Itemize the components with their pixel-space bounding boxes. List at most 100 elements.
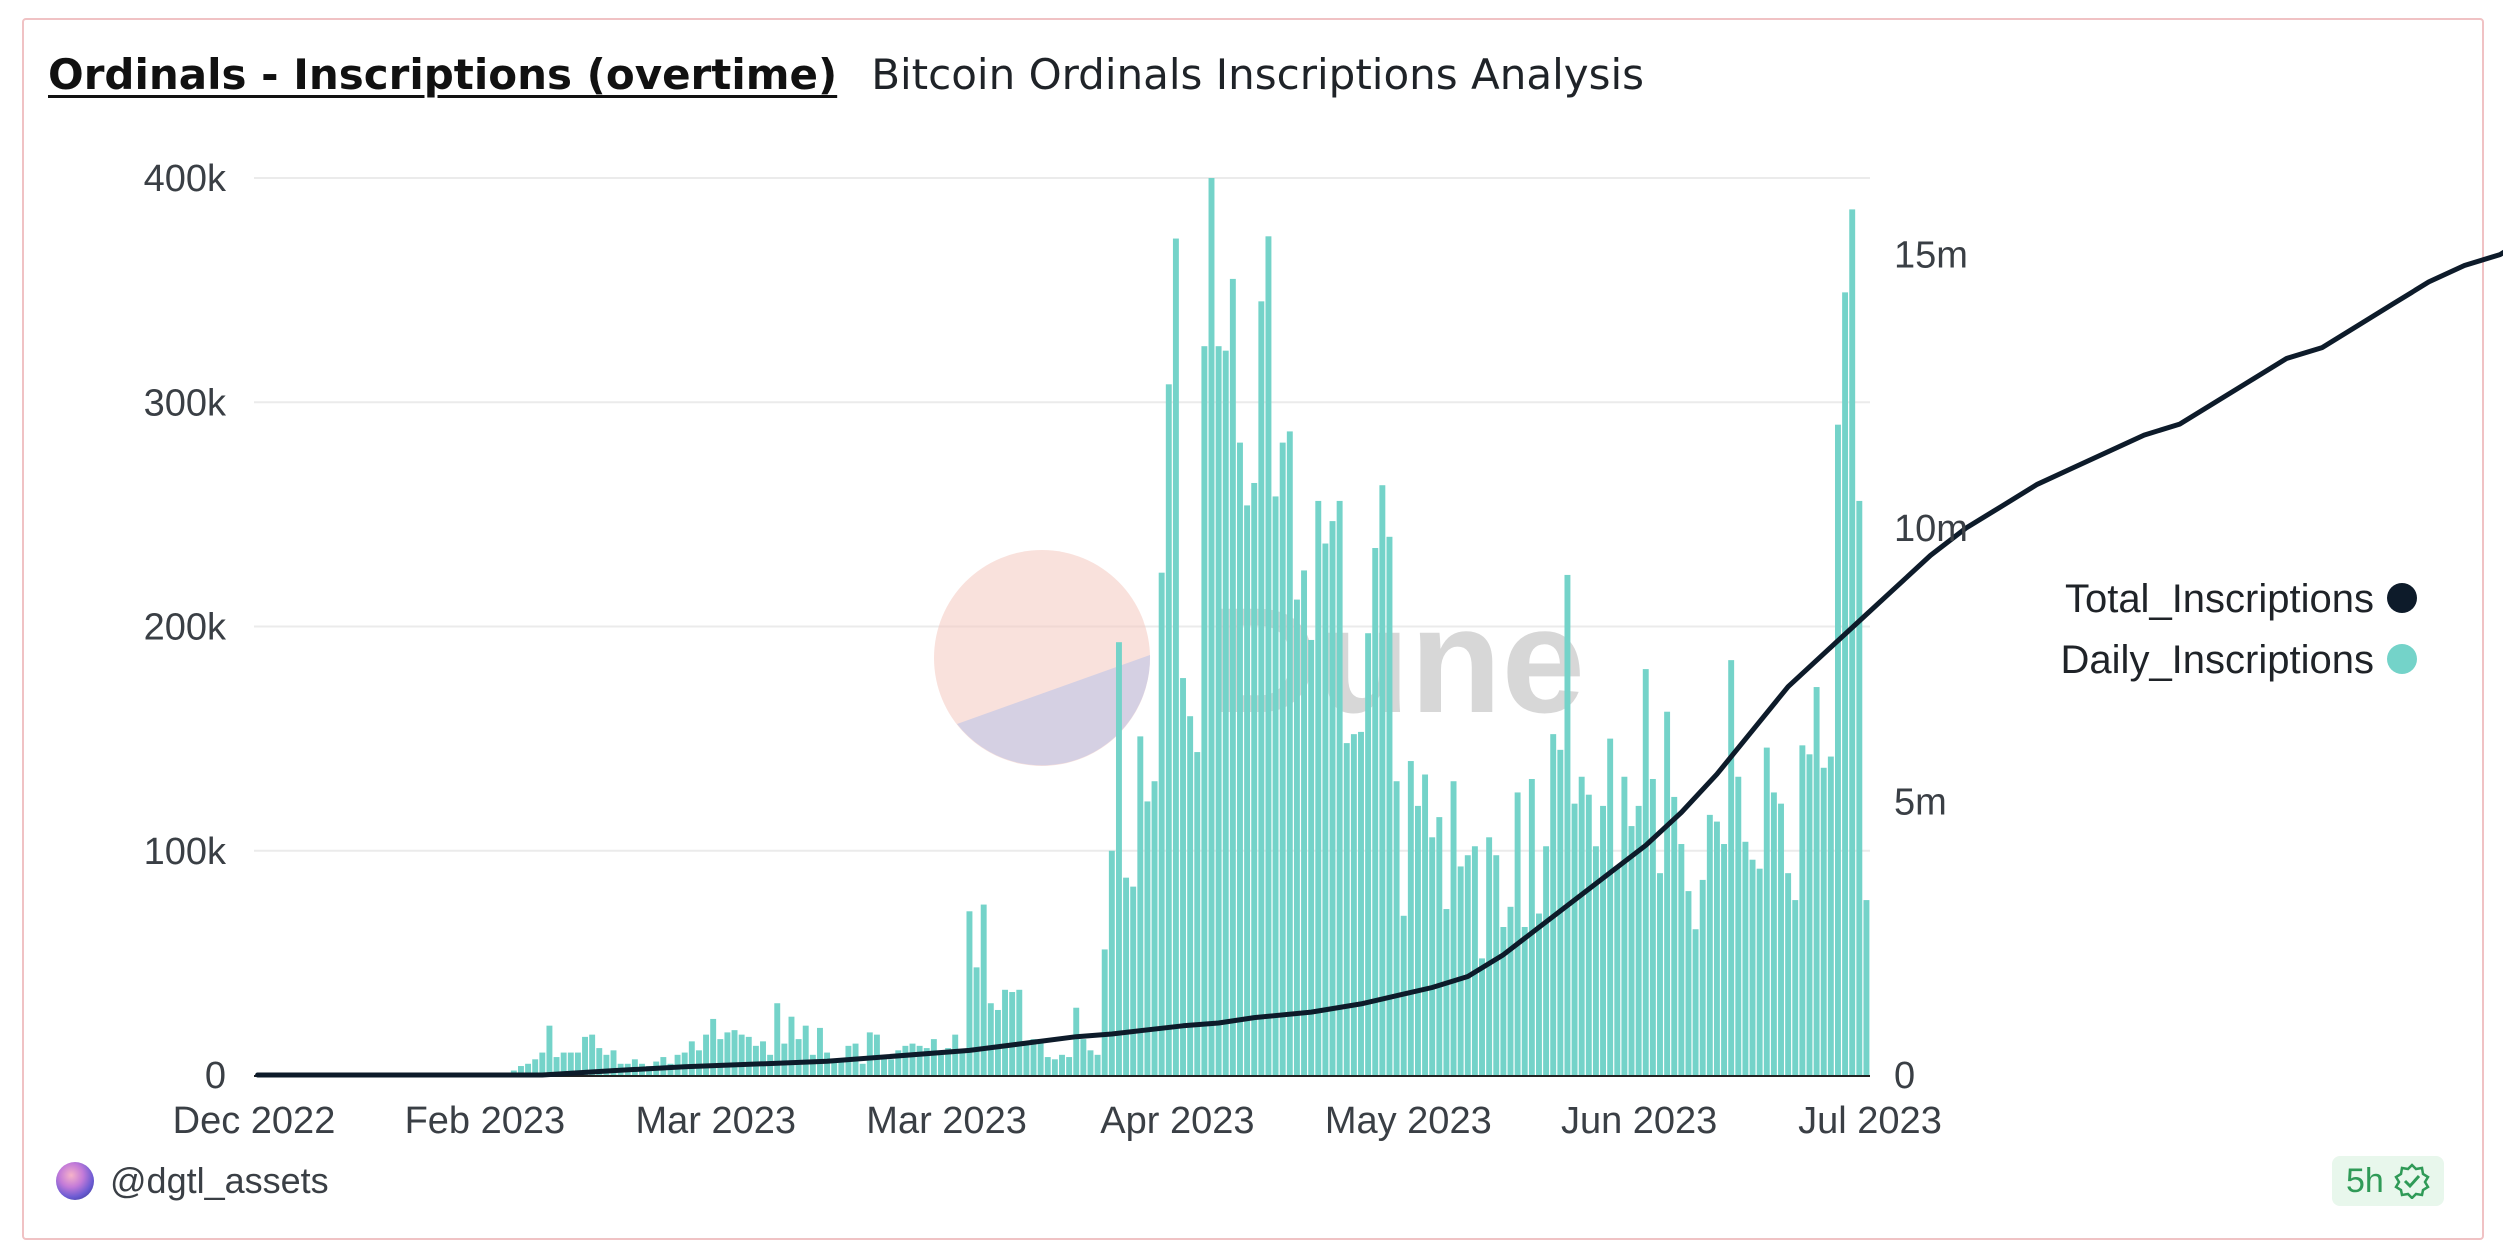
daily-bar xyxy=(1528,778,1535,1075)
refresh-badge[interactable]: 5h xyxy=(2332,1156,2444,1206)
chart-title-link[interactable]: Ordinals - Inscriptions (overtime) xyxy=(48,50,838,99)
watermark-wedge-icon xyxy=(957,655,1151,766)
daily-bar xyxy=(1471,846,1478,1075)
daily-bar xyxy=(1628,826,1635,1075)
daily-bar xyxy=(816,1027,823,1075)
daily-bar xyxy=(1735,776,1742,1075)
y-right-tick-label: 5m xyxy=(1894,782,1947,824)
daily-bar xyxy=(809,1054,816,1075)
daily-bar xyxy=(966,911,973,1075)
y-left-tick-label: 300k xyxy=(144,382,227,424)
daily-bar xyxy=(1464,855,1471,1075)
daily-bar xyxy=(1080,1039,1087,1075)
daily-bar xyxy=(1208,178,1215,1075)
daily-bar xyxy=(1194,752,1201,1075)
daily-bar xyxy=(1514,792,1521,1075)
daily-bar xyxy=(703,1034,710,1075)
daily-bar xyxy=(1742,841,1749,1075)
daily-bar xyxy=(582,1036,588,1075)
daily-bar xyxy=(610,1050,617,1075)
daily-bar xyxy=(1678,844,1685,1075)
daily-bar xyxy=(938,1054,944,1075)
daily-bar xyxy=(1600,805,1606,1075)
daily-bar xyxy=(1336,500,1343,1075)
daily-bar xyxy=(980,904,987,1075)
daily-bar xyxy=(574,1052,581,1075)
daily-bar xyxy=(1685,891,1692,1075)
daily-bar xyxy=(1706,814,1713,1075)
daily-bar xyxy=(831,1061,838,1075)
daily-bar xyxy=(909,1043,916,1075)
y-right-ticks: 0 5m 10m 15m xyxy=(1894,235,1968,1097)
daily-bar xyxy=(1030,1039,1037,1075)
daily-bar xyxy=(973,967,980,1075)
daily-bar xyxy=(1358,731,1364,1075)
daily-bar xyxy=(1649,778,1656,1075)
legend: Total_Inscriptions Daily_Inscriptions xyxy=(2061,577,2417,682)
author-name[interactable]: @dgtl_assets xyxy=(110,1160,329,1201)
y-left-tick-label: 400k xyxy=(144,158,227,200)
daily-bar xyxy=(1258,301,1265,1075)
daily-bar xyxy=(1493,855,1500,1075)
daily-bar xyxy=(838,1059,845,1075)
daily-bar xyxy=(1635,805,1642,1075)
daily-bar xyxy=(1756,868,1763,1075)
daily-bar xyxy=(1457,866,1464,1075)
daily-bar xyxy=(1607,738,1614,1075)
daily-bar xyxy=(1165,384,1172,1075)
daily-bar xyxy=(603,1054,610,1075)
daily-bar xyxy=(1443,909,1450,1075)
daily-bar xyxy=(859,1063,866,1075)
daily-bar xyxy=(717,1039,724,1075)
daily-bar xyxy=(1436,817,1443,1075)
daily-bar xyxy=(567,1052,574,1075)
daily-bar xyxy=(1308,639,1315,1075)
daily-bar xyxy=(745,1036,752,1075)
daily-bar xyxy=(987,1003,994,1075)
daily-bar xyxy=(1115,642,1122,1075)
daily-bar xyxy=(1187,716,1194,1075)
daily-bar xyxy=(1108,850,1115,1075)
daily-bar xyxy=(1664,711,1671,1075)
legend-label: Daily_Inscriptions xyxy=(2061,638,2374,682)
daily-bar xyxy=(1614,866,1621,1075)
daily-bar xyxy=(1792,900,1799,1075)
author-block[interactable]: @dgtl_assets xyxy=(56,1160,329,1202)
daily-bar xyxy=(560,1052,567,1075)
daily-bar xyxy=(1835,424,1841,1075)
daily-bar xyxy=(1778,803,1784,1075)
daily-bar xyxy=(1130,886,1137,1075)
daily-bar xyxy=(1016,989,1023,1075)
daily-bar xyxy=(1350,734,1357,1075)
daily-bar xyxy=(724,1032,731,1075)
daily-bar xyxy=(1286,431,1293,1076)
daily-bar xyxy=(1386,536,1393,1075)
daily-bar xyxy=(681,1052,688,1075)
daily-bar xyxy=(1450,781,1457,1075)
daily-bar xyxy=(1315,500,1322,1075)
chart-subtitle: Bitcoin Ordinals Inscriptions Analysis xyxy=(871,50,1645,99)
verified-check-icon xyxy=(2394,1163,2430,1199)
daily-bar xyxy=(1172,238,1179,1076)
daily-bar xyxy=(1051,1059,1058,1075)
daily-bar xyxy=(795,1039,802,1075)
daily-bar xyxy=(1237,442,1243,1075)
daily-bar xyxy=(1770,792,1777,1075)
daily-bar xyxy=(752,1045,759,1075)
daily-bar xyxy=(1842,292,1849,1075)
legend-label: Total_Inscriptions xyxy=(2065,577,2374,621)
daily-bar xyxy=(532,1059,539,1075)
daily-bar xyxy=(1692,929,1699,1075)
dune-watermark: Dune xyxy=(934,550,1585,766)
daily-bar xyxy=(760,1041,766,1075)
daily-bar xyxy=(1066,1057,1073,1075)
daily-bar xyxy=(888,1059,895,1075)
daily-bar xyxy=(1009,992,1016,1075)
daily-bar xyxy=(525,1063,532,1075)
daily-bar xyxy=(1592,846,1599,1075)
daily-bar xyxy=(1272,496,1279,1075)
daily-bar xyxy=(710,1018,717,1075)
daily-bar xyxy=(1244,505,1251,1075)
daily-bar xyxy=(1820,767,1827,1075)
daily-bar xyxy=(1201,346,1208,1075)
